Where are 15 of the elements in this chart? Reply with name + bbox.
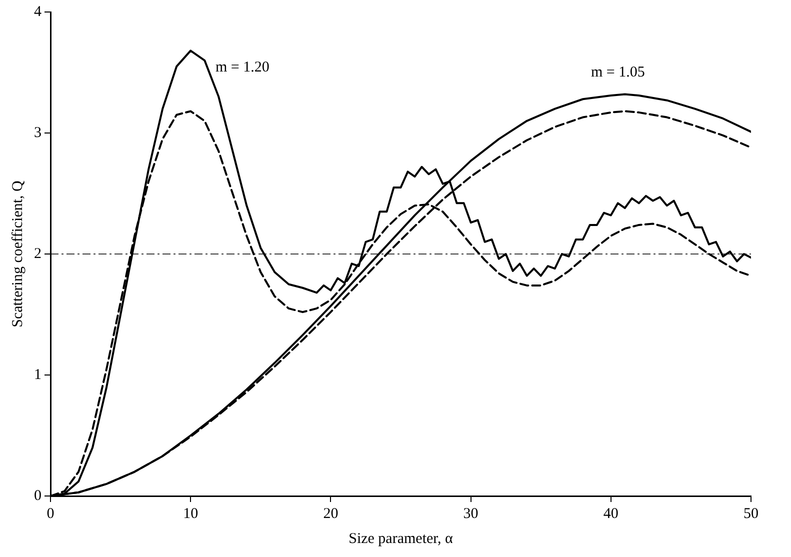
annotation: m = 1.05 <box>590 64 645 80</box>
y-axis-title: Scattering coefficient, Q <box>10 180 26 328</box>
y-tick-label: 4 <box>34 4 42 20</box>
x-tick-label: 10 <box>183 506 198 522</box>
x-tick-label: 20 <box>323 506 338 522</box>
x-axis-title: Size parameter, α <box>348 530 454 547</box>
y-tick-label: 2 <box>34 246 42 262</box>
x-tick-label: 30 <box>463 506 478 522</box>
annotation: m = 1.20 <box>215 60 270 76</box>
x-tick-label: 40 <box>603 506 618 522</box>
x-tick-label: 0 <box>46 506 54 522</box>
y-tick-label: 3 <box>34 124 42 141</box>
y-tick-label: 0 <box>34 488 42 504</box>
y-tick-label: 1 <box>34 366 42 383</box>
x-tick-label: 50 <box>744 506 758 522</box>
